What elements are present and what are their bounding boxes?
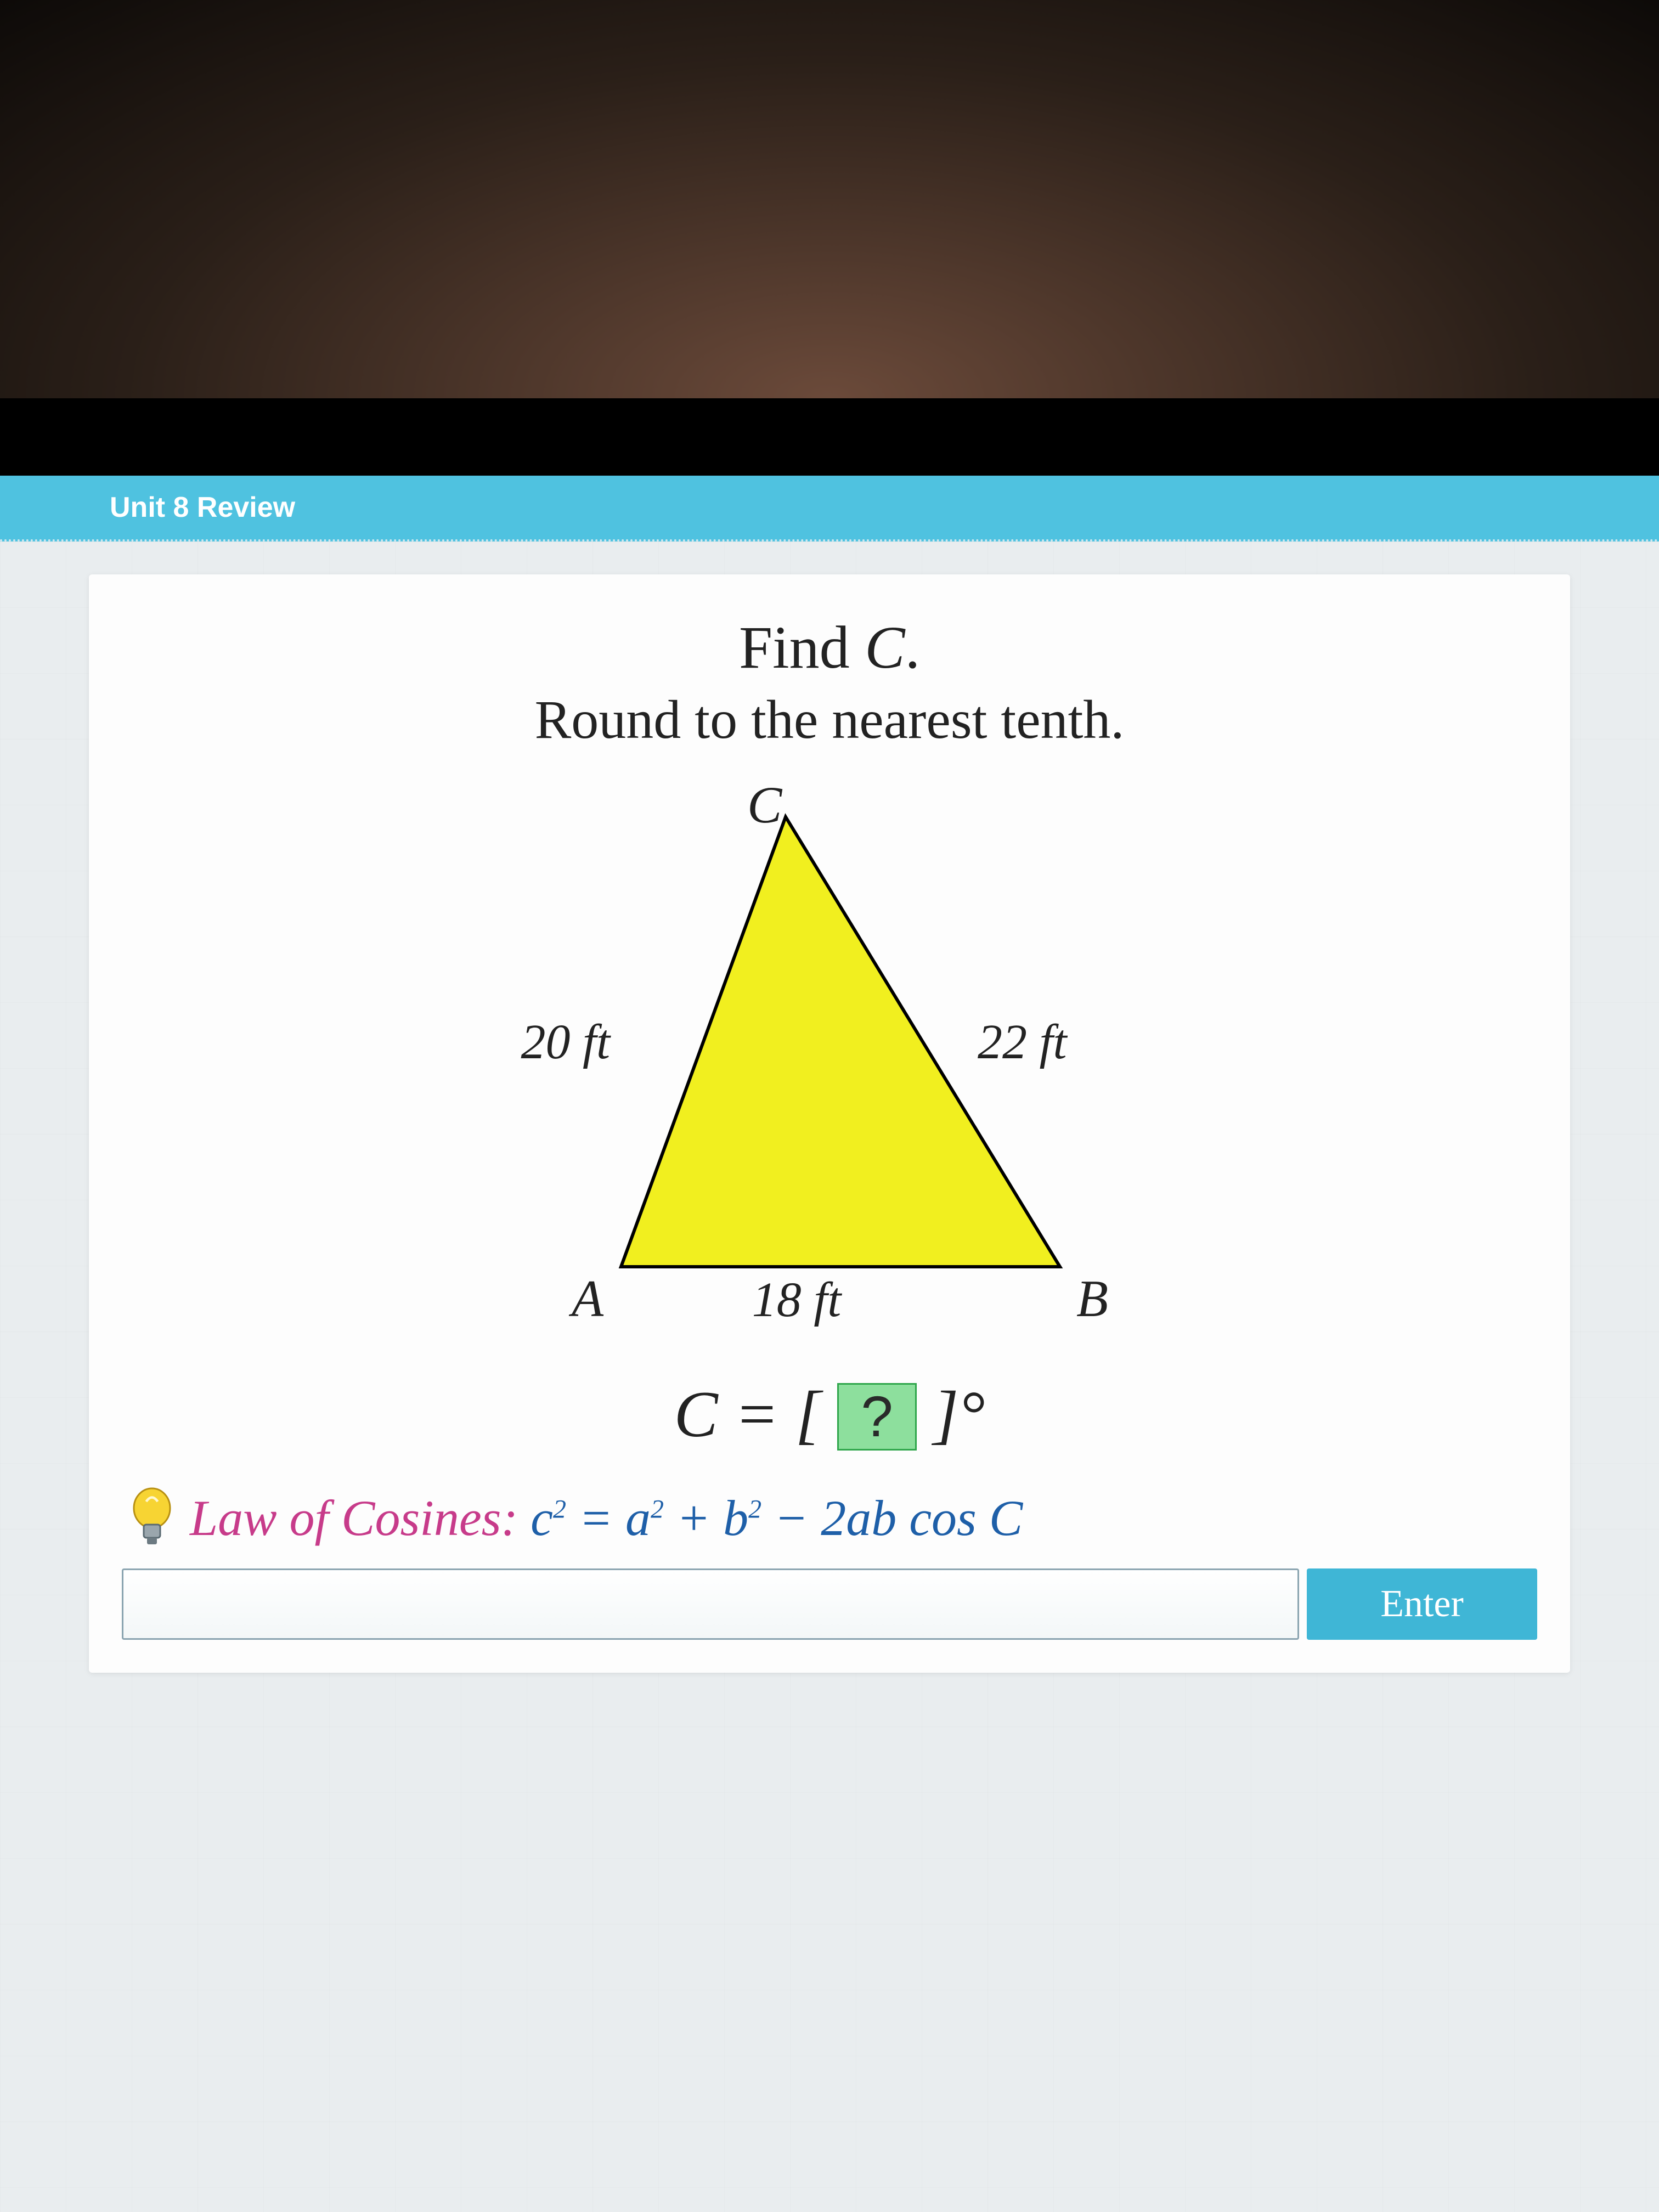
photo-ambient-top (0, 0, 1659, 398)
hint-formula: c2 = a2 + b2 − 2ab cos C (531, 1490, 1023, 1546)
unit-title: Unit 8 Review (110, 492, 295, 523)
app-window: Unit 8 Review Find C. Round to the neare… (0, 476, 1659, 2212)
vertex-label-A: A (568, 1269, 604, 1328)
title-variable: C (865, 614, 905, 681)
screen-bezel (0, 398, 1659, 476)
answer-input-row: Enter (122, 1568, 1537, 1640)
title-suffix: . (905, 614, 921, 681)
answer-lhs: C (674, 1378, 718, 1451)
question-subtitle: Round to the nearest tenth. (122, 688, 1537, 751)
degree-symbol: ° (958, 1378, 985, 1451)
title-prefix: Find (739, 614, 865, 681)
vertex-label-B: B (1076, 1269, 1108, 1328)
workspace: Find C. Round to the nearest tenth. 20 f… (0, 541, 1659, 2212)
hint-text: Law of Cosines: c2 = a2 + b2 − 2ab cos C (190, 1489, 1023, 1547)
hint-row: Law of Cosines: c2 = a2 + b2 − 2ab cos C (122, 1480, 1537, 1562)
answer-expression: C = [ ? ]° (122, 1376, 1537, 1452)
side-label-CB: 22 ft (978, 1015, 1068, 1069)
vertex-label-C: C (747, 784, 783, 834)
question-title: Find C. (122, 613, 1537, 682)
hint-label: Law of Cosines: (190, 1490, 518, 1546)
answer-equals: = (718, 1378, 795, 1451)
triangle-diagram: 20 ft 22 ft 18 ft C A B (122, 784, 1537, 1360)
answer-input[interactable] (122, 1568, 1299, 1640)
side-label-AB: 18 ft (752, 1273, 843, 1327)
question-card: Find C. Round to the nearest tenth. 20 f… (89, 574, 1570, 1673)
triangle-svg: 20 ft 22 ft 18 ft C A B (445, 784, 1214, 1360)
answer-blank-box[interactable]: ? (837, 1383, 916, 1451)
lightbulb-icon (127, 1485, 177, 1551)
unit-header-bar: Unit 8 Review (0, 476, 1659, 541)
enter-button[interactable]: Enter (1307, 1568, 1537, 1640)
side-label-CA: 20 ft (521, 1015, 611, 1069)
